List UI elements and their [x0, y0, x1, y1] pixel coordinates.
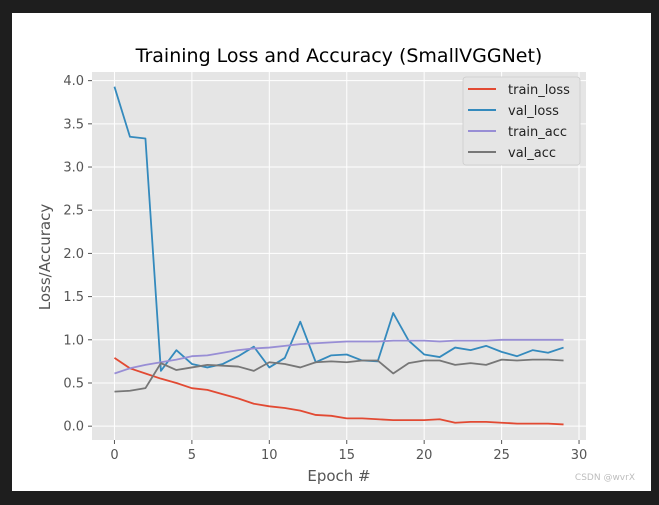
figure-canvas: 0 5 10 15 20 25 30 0.0 0.5 1.0 1.5 2.0 2.5 3.0 3.5 4.0 … [12, 13, 651, 491]
legend: train_loss val_loss train_acc val_acc [462, 76, 581, 166]
y-tick-label: 2.0 [63, 247, 84, 262]
x-tick-label: 15 [338, 448, 355, 463]
y-tick-label: 1.0 [63, 333, 84, 348]
y-tick-label: 0.5 [63, 376, 84, 391]
watermark-text: CSDN @wvrX [574, 473, 635, 483]
series-line-val-loss [113, 86, 564, 372]
y-tick-label: 4.0 [63, 74, 84, 89]
x-tick-label: 10 [261, 448, 278, 463]
series-lines [113, 86, 564, 426]
y-tick-label: 1.5 [63, 290, 84, 305]
y-axis-label: Loss/Accuracy [36, 204, 54, 311]
x-tick-label: 25 [493, 448, 510, 463]
chart-svg: 0 5 10 15 20 25 300.00.51.01.52.02.53.03.54.0 … [36, 45, 587, 485]
x-tick-label: 30 [571, 448, 588, 463]
y-tick-label: 3.0 [63, 161, 84, 176]
legend-label-train-acc: train_acc [508, 125, 567, 140]
x-tick-label: 20 [416, 448, 433, 463]
y-tick-label: 3.5 [63, 117, 84, 132]
series-line-train-acc [114, 338, 564, 375]
axis-ticks: 0 5 10 15 20 25 30 0.0 0.5 1.0 1.5 2.0 2.5 3.0 3.5 4.0 [63, 74, 587, 463]
y-tick-label: 2.5 [63, 204, 84, 219]
series-line-train-loss [113, 357, 564, 426]
legend-label-val-acc: val_acc [508, 146, 556, 161]
legend-label-train-loss: train_loss [508, 83, 570, 98]
legend-label-val-loss: val_loss [508, 104, 559, 119]
x-tick-label: 5 [188, 448, 196, 463]
series-line-val-acc [114, 358, 564, 393]
x-tick-label: 0 [110, 448, 118, 463]
legend-box [462, 76, 581, 166]
y-tick-label: 0.0 [63, 420, 84, 435]
chart-title: Training Loss and Accuracy (SmallVGGNet) [135, 45, 543, 67]
x-axis-label: Epoch # [307, 467, 370, 485]
